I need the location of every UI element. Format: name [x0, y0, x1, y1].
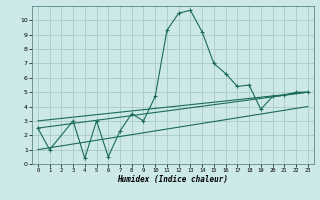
X-axis label: Humidex (Indice chaleur): Humidex (Indice chaleur) [117, 175, 228, 184]
